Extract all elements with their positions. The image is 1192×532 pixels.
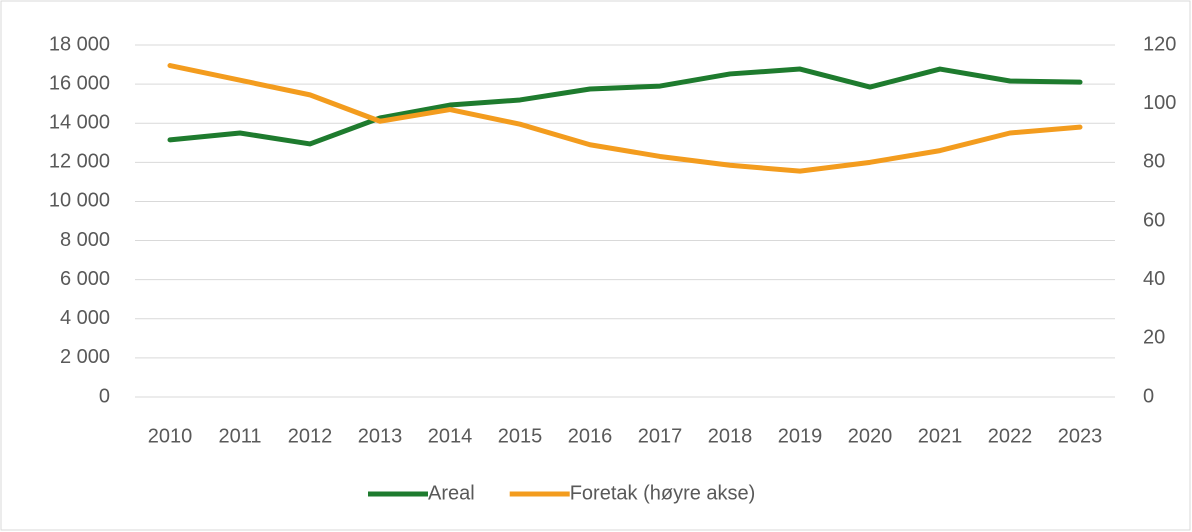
y-tick-label: 2 000	[60, 346, 110, 368]
y-tick-label: 18 000	[49, 33, 110, 55]
x-tick-label: 2023	[1058, 425, 1103, 447]
x-tick-label: 2010	[148, 425, 193, 447]
y2-tick-label: 0	[1143, 385, 1154, 407]
y2-tick-label: 20	[1143, 327, 1165, 349]
series-line	[167, 66, 1083, 147]
x-tick-label: 2021	[918, 425, 963, 447]
y2-tick-label: 100	[1143, 92, 1176, 114]
y-tick-label: 16 000	[49, 72, 110, 94]
x-tick-label: 2012	[288, 425, 333, 447]
y2-tick-label: 40	[1143, 268, 1165, 290]
x-tick-label: 2013	[358, 425, 403, 447]
y-tick-label: 10 000	[49, 190, 110, 212]
y2-tick-label: 60	[1143, 209, 1165, 231]
y-tick-label: 12 000	[49, 151, 110, 173]
x-tick-label: 2020	[848, 425, 893, 447]
y-tick-label: 0	[99, 385, 110, 407]
x-tick-label: 2022	[988, 425, 1033, 447]
x-tick-label: 2015	[498, 425, 543, 447]
x-tick-label: 2019	[778, 425, 823, 447]
legend-label: Areal	[428, 482, 475, 504]
series-line	[167, 63, 1083, 174]
y-tick-label: 6 000	[60, 268, 110, 290]
x-tick-label: 2014	[428, 425, 473, 447]
x-tick-label: 2018	[708, 425, 753, 447]
y2-tick-label: 120	[1143, 33, 1176, 55]
y-tick-label: 4 000	[60, 307, 110, 329]
x-tick-label: 2017	[638, 425, 683, 447]
x-tick-label: 2011	[218, 425, 261, 447]
y2-tick-label: 80	[1143, 151, 1165, 173]
legend-label: Foretak (høyre akse)	[570, 482, 756, 504]
x-tick-label: 2016	[568, 425, 613, 447]
y-tick-label: 8 000	[60, 229, 110, 251]
y-tick-label: 14 000	[49, 112, 110, 134]
